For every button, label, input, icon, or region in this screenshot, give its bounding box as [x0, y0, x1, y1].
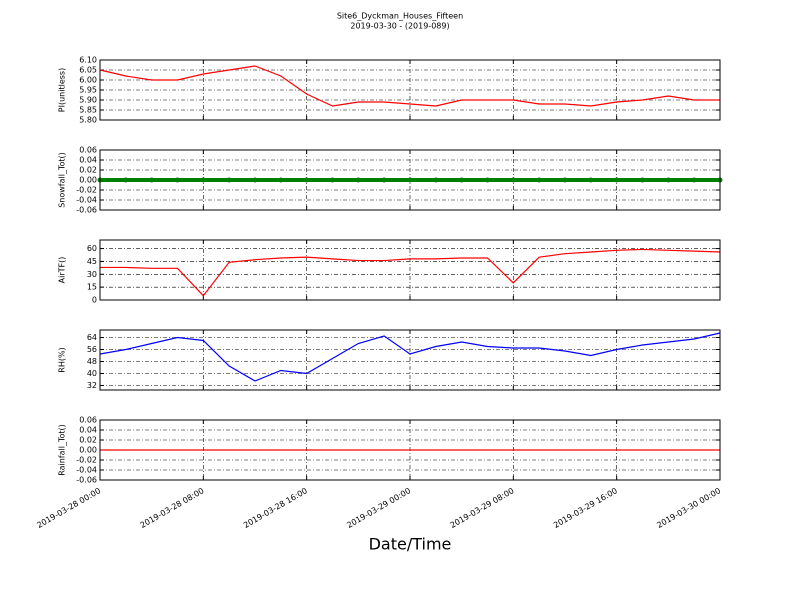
- y-tick-label: 0: [92, 296, 97, 305]
- y-tick-label: 48: [87, 357, 97, 366]
- data-point: [252, 177, 258, 183]
- y-tick-label: 40: [87, 369, 97, 378]
- data-point: [278, 177, 284, 183]
- data-point: [485, 177, 490, 183]
- y-tick-label: 56: [87, 345, 97, 354]
- data-point: [149, 177, 155, 183]
- y-tick-label: -0.06: [76, 476, 97, 485]
- data-point: [691, 177, 697, 183]
- data-line: [99, 332, 721, 382]
- y-tick-label: 6.00: [79, 76, 97, 85]
- data-point: [226, 177, 232, 183]
- x-tick-label: 2019-03-29 00:00: [345, 486, 412, 530]
- data-point: [355, 177, 361, 183]
- y-axis-label: PI(unitless): [58, 68, 67, 112]
- x-tick-label: 2019-03-28 08:00: [139, 486, 206, 530]
- panel-frame: [99, 239, 721, 301]
- x-tick-label: 2019-03-28 00:00: [35, 486, 102, 530]
- y-tick-label: 6.05: [79, 66, 97, 75]
- x-tick-label: 2019-03-29 16:00: [552, 486, 619, 530]
- data-point: [175, 177, 180, 183]
- data-point: [510, 177, 516, 183]
- y-tick-label: 0.04: [79, 156, 97, 165]
- y-tick-label: 15: [87, 283, 97, 292]
- y-tick-label: 64: [87, 333, 97, 342]
- data-point: [123, 177, 129, 183]
- y-tick-label: 0.00: [79, 176, 97, 185]
- y-tick-label: 30: [87, 270, 97, 279]
- data-point: [562, 177, 568, 183]
- y-tick-label: 6.10: [79, 56, 97, 65]
- y-tick-label: 5.85: [79, 106, 97, 115]
- y-tick-label: 5.90: [79, 96, 97, 105]
- data-point: [381, 177, 387, 183]
- panel-frame: [99, 59, 721, 121]
- y-tick-label: 60: [87, 244, 97, 253]
- y-tick-label: 0.02: [79, 436, 97, 445]
- chart-title: Site6_Dyckman_Houses_Fifteen: [337, 12, 463, 21]
- data-point: [640, 177, 645, 183]
- data-point: [459, 177, 465, 183]
- y-tick-label: 5.95: [79, 86, 97, 95]
- y-tick-label: 0.04: [79, 426, 97, 435]
- data-point: [614, 177, 620, 183]
- data-point: [304, 177, 310, 183]
- data-point: [330, 177, 335, 183]
- y-tick-label: 0.00: [79, 446, 97, 455]
- panel-frame: [99, 419, 721, 481]
- y-tick-label: 0.06: [79, 416, 97, 425]
- y-tick-label: 45: [87, 257, 97, 266]
- y-axis-label: AirTF(): [58, 257, 67, 284]
- y-tick-label: -0.04: [76, 466, 97, 475]
- data-point: [407, 177, 413, 183]
- y-tick-label: -0.02: [76, 456, 97, 465]
- data-line: [99, 65, 720, 107]
- panel-frame: [99, 149, 721, 211]
- x-tick-label: 2019-03-28 16:00: [242, 486, 309, 530]
- y-tick-label: -0.04: [76, 196, 97, 205]
- x-tick-label: 2019-03-29 08:00: [449, 486, 516, 530]
- data-point: [665, 177, 671, 183]
- y-tick-label: 0.02: [79, 166, 97, 175]
- data-line: [100, 248, 721, 297]
- y-tick-label: -0.06: [76, 206, 97, 215]
- data-point: [200, 177, 206, 183]
- x-tick-label: 2019-03-30 00:00: [655, 486, 722, 530]
- panel-frame: [99, 329, 721, 391]
- y-axis-label: Rainfall_Tot(): [58, 424, 67, 476]
- data-point: [433, 177, 439, 183]
- x-axis-label: Date/Time: [369, 535, 452, 554]
- data-point: [588, 177, 594, 183]
- y-tick-label: 0.06: [79, 146, 97, 155]
- y-axis-label: Snowfall_Tot(): [58, 152, 67, 208]
- chart-subtitle: 2019-03-30 - (2019-089): [350, 22, 449, 31]
- y-axis-label: RH(%): [58, 347, 67, 372]
- y-tick-label: 32: [87, 381, 97, 390]
- data-point: [536, 177, 542, 183]
- y-tick-label: -0.02: [76, 186, 97, 195]
- y-tick-label: 5.80: [79, 116, 97, 125]
